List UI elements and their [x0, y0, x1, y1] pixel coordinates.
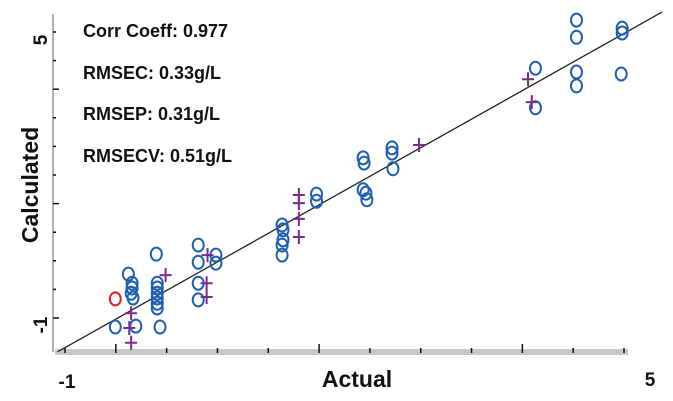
- data-point-circle: [276, 222, 290, 238]
- data-point-plus: [525, 95, 538, 110]
- data-point-plus: [200, 276, 213, 291]
- data-point-plus: [292, 211, 305, 226]
- y-tick-label-max: 5: [31, 34, 52, 45]
- data-point-circle: [310, 193, 324, 209]
- data-point-circle: [614, 66, 628, 82]
- data-point-circle: [275, 237, 289, 253]
- data-point-circle: [191, 254, 205, 270]
- data-point-circle: [108, 319, 122, 335]
- data-point-circle: [129, 318, 143, 334]
- data-point-circle: [310, 186, 324, 202]
- data-point-circle: [385, 145, 399, 161]
- data-point-plus: [125, 306, 138, 321]
- data-point-circle: [150, 290, 164, 306]
- x-tick-label-min: -1: [59, 372, 76, 393]
- data-point-circle: [150, 275, 164, 291]
- data-point-circle: [153, 319, 167, 335]
- y-axis-label: Calculated: [17, 127, 43, 243]
- data-point-plus: [201, 248, 214, 263]
- data-point-circle: [359, 185, 373, 201]
- data-point-circle: [191, 292, 205, 308]
- data-point-circle: [126, 290, 140, 306]
- x-axis-label: Actual: [322, 366, 392, 392]
- data-point-circle: [149, 246, 163, 262]
- data-point-plus: [125, 335, 138, 350]
- data-point-circle: [150, 300, 164, 316]
- data-point-plus: [159, 268, 172, 283]
- data-point-circle: [150, 295, 164, 311]
- data-point-circle: [386, 161, 400, 177]
- data-point-plus: [200, 290, 213, 305]
- data-point-circle: [569, 78, 583, 94]
- data-point-plus: [413, 137, 426, 152]
- data-point-circle: [209, 255, 223, 271]
- x-axis-band: [55, 349, 628, 355]
- data-point-circle: [569, 64, 583, 80]
- data-point-circle: [275, 247, 289, 263]
- x-tick-label-max: 5: [645, 370, 656, 391]
- data-point-circle: [150, 280, 164, 296]
- data-point-circle: [615, 20, 629, 36]
- data-point-circle: [125, 275, 139, 291]
- data-point-circle: [385, 140, 399, 156]
- annotation-rmsecv: RMSECV: 0.51g/L: [83, 146, 232, 166]
- annotation-rmsep: RMSEP: 0.31g/L: [83, 104, 220, 124]
- data-point-plus: [123, 321, 136, 336]
- data-point-plus: [292, 196, 305, 211]
- data-point-circle: [615, 25, 629, 41]
- data-point-circle: [569, 12, 583, 28]
- data-point-circle: [528, 60, 542, 76]
- annotation-rmsec: RMSEC: 0.33g/L: [83, 63, 221, 83]
- data-point-plus: [522, 72, 535, 87]
- data-point-circle: [121, 266, 135, 282]
- data-point-circle: [357, 155, 371, 171]
- data-point-circle: [360, 192, 374, 208]
- data-point-circle: [150, 285, 164, 301]
- data-points: [108, 12, 629, 350]
- data-point-circle: [191, 237, 205, 253]
- data-point-plus: [292, 229, 305, 244]
- axes: [52, 14, 628, 355]
- ticks: [53, 31, 625, 353]
- data-point-circle: [108, 291, 122, 307]
- y-tick-label-min: -1: [31, 316, 52, 333]
- annotation-corr-coeff: Corr Coeff: 0.977: [83, 21, 228, 41]
- data-point-circle: [569, 29, 583, 45]
